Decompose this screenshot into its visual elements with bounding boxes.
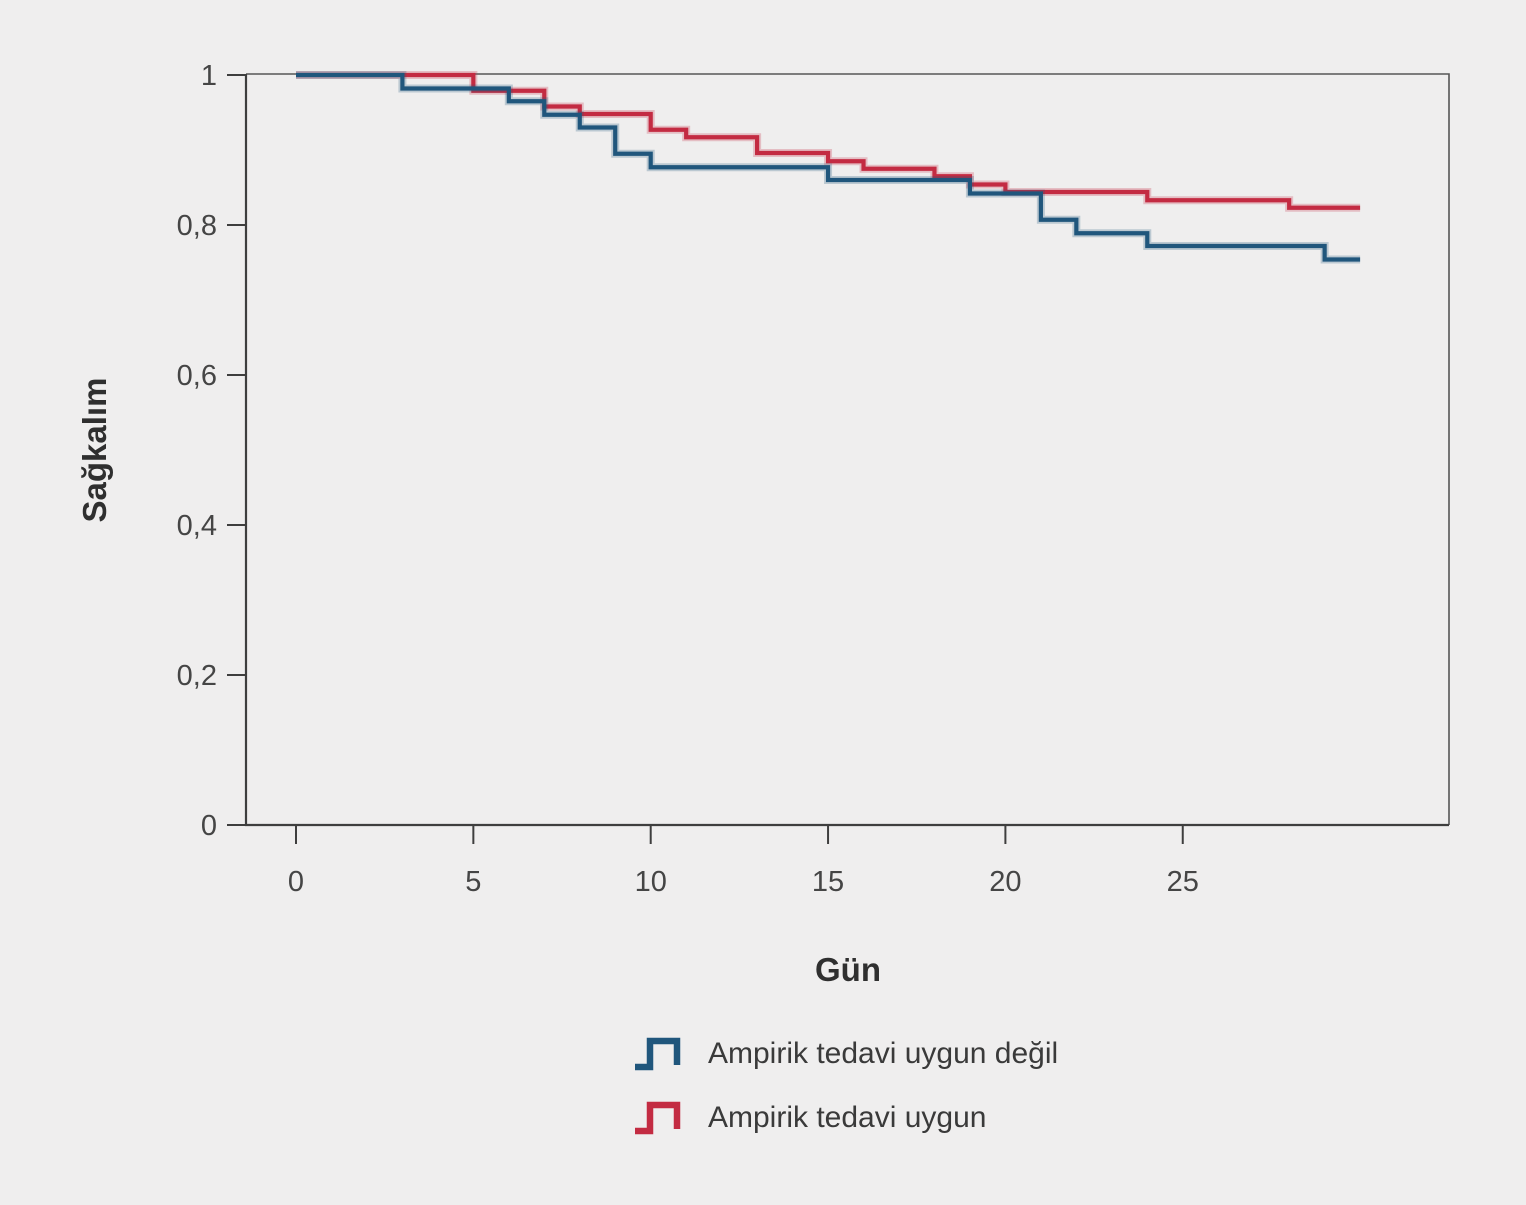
y-tick-label: 0,6	[177, 360, 217, 392]
plot-frame	[246, 73, 1450, 825]
legend-step-icon	[635, 1037, 681, 1071]
y-tick-label: 0	[201, 810, 217, 842]
legend-step-icon	[635, 1101, 681, 1135]
legend: Ampirik tedavi uygun değil Ampirik tedav…	[633, 1022, 1058, 1150]
x-axis-title: Gün	[815, 951, 881, 988]
y-tick-label: 0,8	[177, 210, 217, 242]
y-tick-label: 0,2	[177, 660, 217, 692]
x-tick-label: 15	[812, 866, 844, 898]
survival-curve-1	[296, 72, 1361, 210]
x-tick-label: 25	[1167, 866, 1199, 898]
legend-label: Ampirik tedavi uygun değil	[708, 1037, 1059, 1070]
y-tick-label: 0,4	[177, 510, 217, 542]
y-axis-title: Sağkalım	[76, 377, 113, 523]
survival-curve-halo-1	[296, 71, 1361, 212]
survival-curve-0	[296, 72, 1361, 262]
x-tick-label: 10	[635, 866, 667, 898]
axis-lines	[244, 74, 1449, 827]
legend-item: Ampirik tedavi uygun değil	[633, 1022, 1058, 1086]
legend-label: Ampirik tedavi uygun	[708, 1101, 987, 1134]
x-tick-label: 5	[465, 866, 481, 898]
legend-item: Ampirik tedavi uygun	[633, 1086, 1058, 1150]
y-tick-label: 1	[201, 60, 217, 92]
x-tick-label: 0	[288, 866, 304, 898]
x-tick-label: 20	[989, 866, 1021, 898]
